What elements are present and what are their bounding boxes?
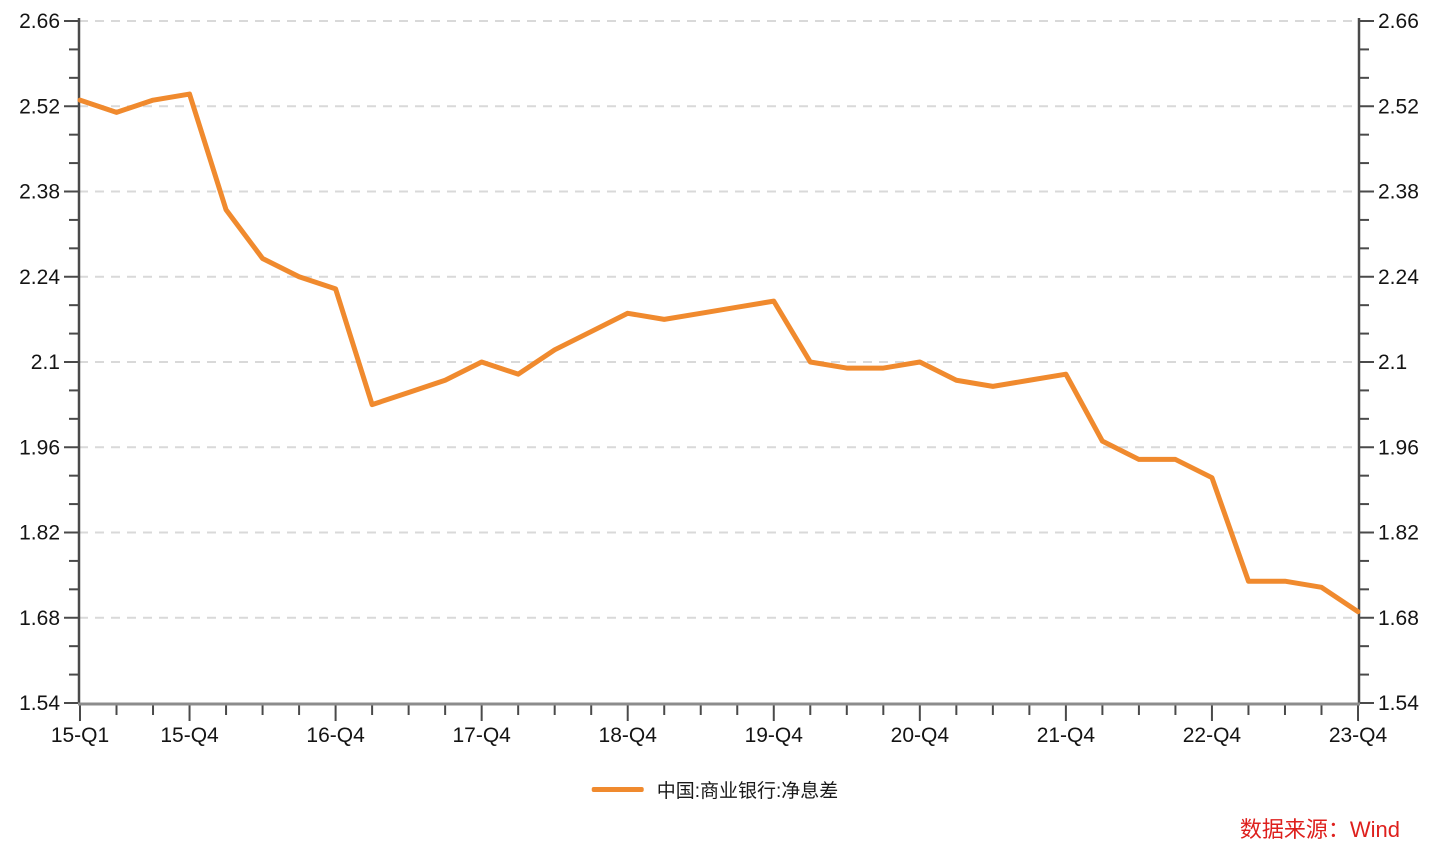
y-axis-label-right: 2.38 — [1378, 181, 1419, 204]
legend: 中国:商业银行:净息差 — [591, 776, 839, 802]
series-line-nim — [77, 91, 1361, 615]
y-axis-label-right: 2.52 — [1378, 95, 1419, 118]
y-axis-label-left: 2.38 — [19, 181, 60, 204]
y-axis-label-right: 1.96 — [1378, 436, 1419, 459]
y-axis-label-left: 2.1 — [31, 351, 60, 374]
y-axis-label-right: 2.24 — [1378, 266, 1419, 289]
y-axis-label-left: 2.52 — [19, 95, 60, 118]
y-axis-label-right: 1.68 — [1378, 607, 1419, 630]
x-axis-label: 15-Q1 — [51, 724, 109, 747]
x-axis-label: 18-Q4 — [599, 724, 658, 747]
y-axis-label-right: 2.1 — [1378, 351, 1407, 374]
x-axis-label: 22-Q4 — [1183, 724, 1242, 747]
x-axis-label: 17-Q4 — [452, 724, 511, 747]
y-axis-label-left: 1.96 — [19, 436, 60, 459]
y-axis-label-left: 1.82 — [19, 522, 60, 545]
x-axis-label: 19-Q4 — [745, 724, 804, 747]
x-axis-label: 15-Q4 — [160, 724, 219, 747]
y-axis-label-right: 1.82 — [1378, 522, 1419, 545]
y-axis-label-left: 2.66 — [19, 10, 60, 33]
data-source-note: 数据来源：Wind — [1239, 817, 1400, 842]
y-axis-label-left: 1.68 — [19, 607, 60, 630]
y-axis-label-right: 1.54 — [1378, 692, 1419, 715]
x-axis-label: 23-Q4 — [1329, 724, 1388, 747]
x-axis-label: 21-Q4 — [1037, 724, 1096, 747]
legend-label: 中国:商业银行:净息差 — [656, 780, 839, 802]
y-axis-label-left: 2.24 — [19, 266, 60, 289]
x-axis-label: 20-Q4 — [891, 724, 950, 747]
y-axis-label-left: 1.54 — [19, 692, 60, 715]
x-axis-label: 16-Q4 — [306, 724, 365, 747]
y-axis-label-right: 2.66 — [1378, 10, 1419, 33]
legend-line-icon — [591, 786, 644, 792]
